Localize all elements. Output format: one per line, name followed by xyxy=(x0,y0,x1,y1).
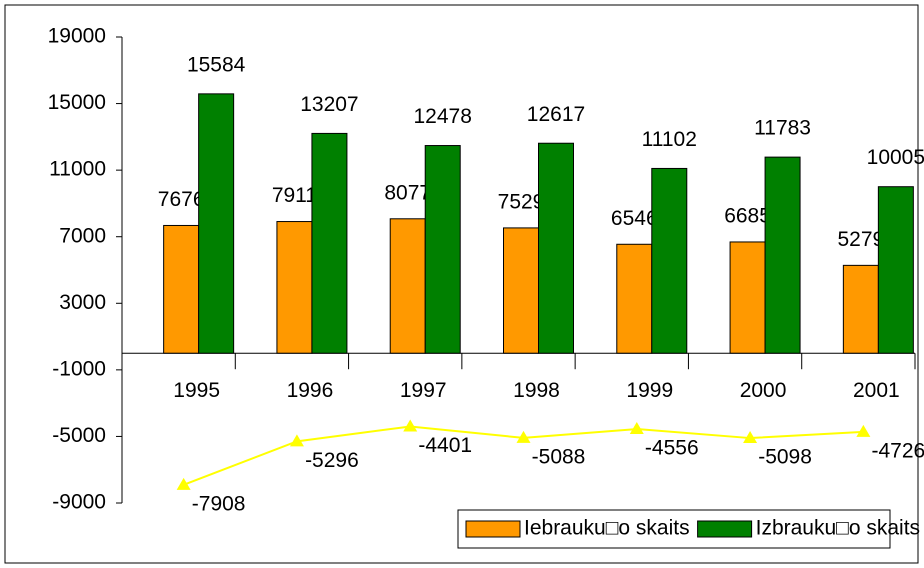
bar xyxy=(538,142,574,354)
bar-label: 6546 xyxy=(611,207,658,230)
bar xyxy=(389,218,426,354)
legend-swatch xyxy=(465,520,521,538)
bar xyxy=(198,93,235,354)
line-marker xyxy=(856,424,871,437)
bar-label: 7676 xyxy=(158,188,205,211)
y-tick-label: 11000 xyxy=(49,158,106,181)
legend-swatch xyxy=(697,520,753,538)
x-tick-label: 1999 xyxy=(626,379,673,402)
line-marker xyxy=(629,422,644,435)
line-marker xyxy=(403,419,418,432)
bar-label: 12617 xyxy=(527,103,585,126)
line-marker xyxy=(516,430,531,443)
legend-label: Izbrauku□o skaits xyxy=(756,517,920,540)
line-marker xyxy=(289,434,304,447)
y-tick-label: -1000 xyxy=(52,357,106,380)
line-label: -5296 xyxy=(305,449,359,472)
y-tick-label: -9000 xyxy=(52,491,106,514)
bar-label: 11783 xyxy=(754,117,811,140)
y-tick-label: 7000 xyxy=(59,224,106,247)
bar xyxy=(311,132,348,354)
bar-label: 11102 xyxy=(642,128,697,151)
line-label: -4401 xyxy=(418,434,472,457)
bar xyxy=(729,241,766,354)
bar-label: 15584 xyxy=(187,53,246,76)
bar-label: 12478 xyxy=(414,105,472,128)
bar-label: 5279 xyxy=(837,228,884,251)
y-tick-label: 3000 xyxy=(59,291,106,314)
line-label: -7908 xyxy=(192,492,246,515)
line-marker xyxy=(176,477,191,490)
y-tick-label: 19000 xyxy=(48,25,106,48)
line-label: -5088 xyxy=(532,445,586,468)
bar xyxy=(842,264,879,354)
y-tick-label: 15000 xyxy=(48,91,106,114)
y-tick-label: -5000 xyxy=(52,424,106,447)
bar-label: 7529 xyxy=(498,190,545,213)
line-label: -4556 xyxy=(645,437,699,460)
bar-label: 8077 xyxy=(384,181,431,204)
bar xyxy=(877,186,914,354)
line-label: -4726 xyxy=(871,439,924,462)
bar xyxy=(163,224,200,354)
x-tick-label: 1997 xyxy=(400,379,447,402)
bar xyxy=(276,221,313,354)
bar-label: 13207 xyxy=(300,93,358,116)
x-tick-label: 1995 xyxy=(173,379,220,402)
x-tick-label: 2001 xyxy=(853,379,900,402)
legend-label: Iebrauku□o skaits xyxy=(524,517,690,540)
bar-label: 7911 xyxy=(272,184,317,207)
x-tick-label: 2000 xyxy=(740,379,787,402)
line-label: -5098 xyxy=(758,446,812,469)
bar xyxy=(616,243,653,354)
x-tick-label: 1998 xyxy=(513,379,560,402)
bar xyxy=(764,156,801,354)
x-tick-label: 1996 xyxy=(287,379,334,402)
bar xyxy=(503,227,539,354)
bar-label: 6685 xyxy=(724,205,771,228)
line-marker xyxy=(743,431,758,444)
bar xyxy=(651,167,688,354)
legend-box xyxy=(457,509,891,549)
bar-label: 10005 xyxy=(867,146,924,169)
bar xyxy=(424,145,461,354)
